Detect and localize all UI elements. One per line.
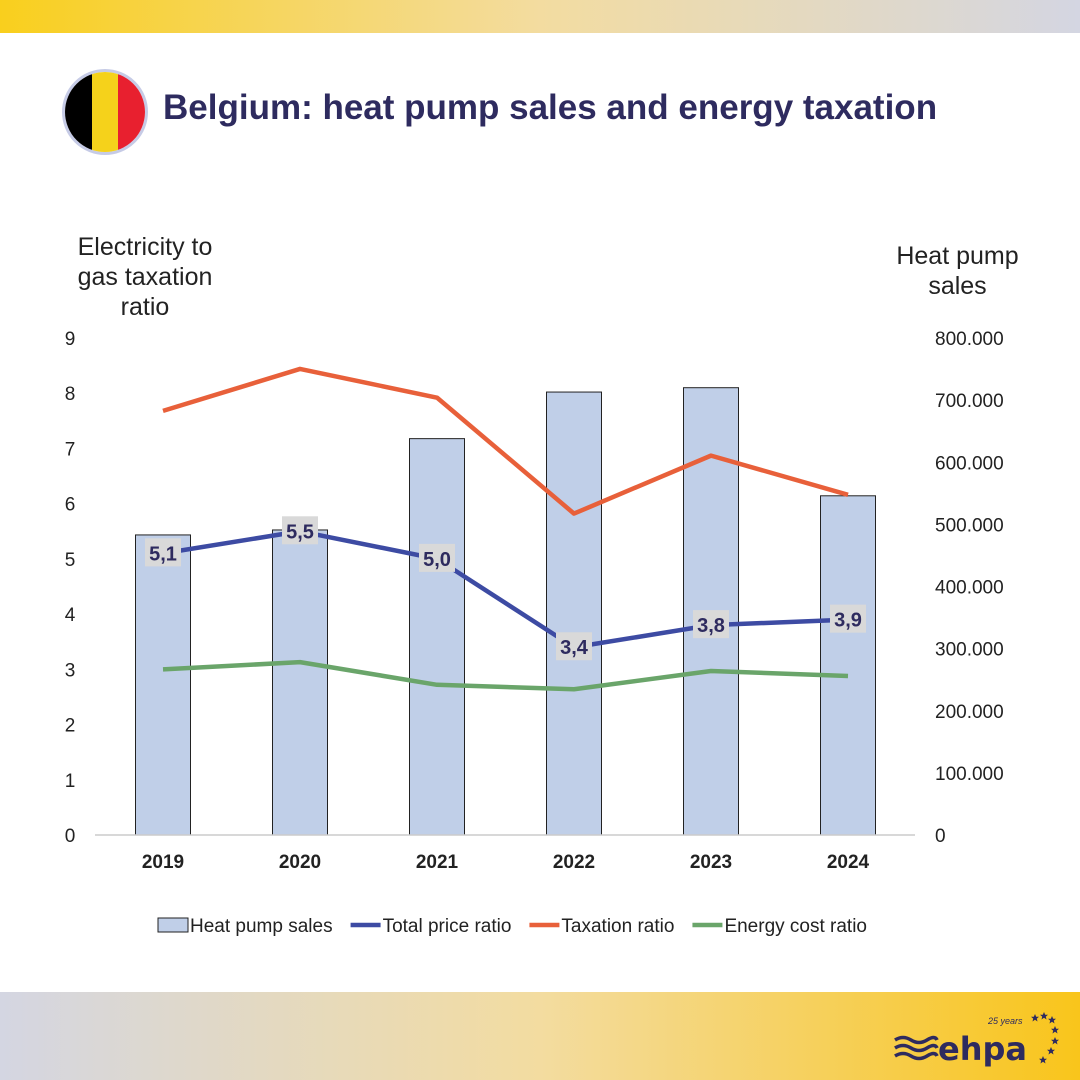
line-energy-cost-ratio xyxy=(162,659,849,692)
right-tick-label: 600.000 xyxy=(935,453,1004,474)
left-axis-title: Electricity to gas taxation ratio xyxy=(77,233,213,321)
left-tick-label: 7 xyxy=(65,439,76,460)
bar-heat-pump-sales xyxy=(820,495,876,836)
x-tick-label: 2022 xyxy=(553,852,595,873)
data-label-total-price-ratio: 5,0 xyxy=(423,549,451,571)
data-label-total-price-ratio: 3,4 xyxy=(560,637,589,659)
x-tick-label: 2024 xyxy=(827,852,870,873)
right-tick-label: 300.000 xyxy=(935,640,1004,661)
right-tick-label: 700.000 xyxy=(935,391,1004,412)
x-tick-label: 2020 xyxy=(279,852,321,873)
left-tick-label: 4 xyxy=(65,605,76,626)
legend-item: Energy cost ratio xyxy=(724,916,867,937)
legend-item: Total price ratio xyxy=(383,916,512,937)
left-tick-label: 3 xyxy=(65,660,76,681)
top-gradient-bar xyxy=(0,0,1080,33)
ehpa-logo: ehpa 25 years xyxy=(894,1012,1059,1068)
data-label-box xyxy=(145,538,181,567)
data-label-box xyxy=(830,604,866,633)
waves-icon xyxy=(894,1035,939,1061)
page-title: Belgium: heat pump sales and energy taxa… xyxy=(163,88,938,127)
data-label-total-price-ratio: 3,9 xyxy=(834,610,862,632)
right-tick-label: 400.000 xyxy=(935,578,1004,599)
data-label-box xyxy=(419,543,455,572)
x-tick-label: 2023 xyxy=(690,852,732,873)
legend-swatch xyxy=(157,917,189,933)
logo-tagline: 25 years xyxy=(987,1016,1023,1026)
data-label-box xyxy=(282,516,318,545)
x-tick-label: 2021 xyxy=(416,852,459,873)
right-tick-label: 0 xyxy=(935,826,946,847)
data-label-box xyxy=(556,632,592,661)
left-tick-label: 5 xyxy=(65,550,76,571)
right-tick-label: 800.000 xyxy=(935,329,1004,350)
bar-heat-pump-sales xyxy=(135,534,191,836)
data-label-total-price-ratio: 3,8 xyxy=(697,615,725,637)
right-tick-label: 500.000 xyxy=(935,515,1004,536)
data-label-total-price-ratio: 5,5 xyxy=(286,521,314,543)
bottom-gradient-bar xyxy=(0,992,1080,1080)
bar-heat-pump-sales xyxy=(546,391,602,836)
logo-text: ehpa xyxy=(938,1030,1027,1068)
data-label-box xyxy=(693,610,729,639)
left-tick-label: 8 xyxy=(65,384,76,405)
left-tick-label: 9 xyxy=(65,329,76,350)
left-tick-label: 0 xyxy=(65,826,76,847)
right-tick-label: 200.000 xyxy=(935,702,1004,723)
flag-stripe-yellow xyxy=(91,72,119,152)
stars-icon xyxy=(1031,1012,1059,1064)
x-tick-label: 2019 xyxy=(142,852,184,873)
right-tick-label: 100.000 xyxy=(935,764,1004,785)
left-tick-label: 2 xyxy=(65,716,76,737)
bar-heat-pump-sales xyxy=(409,438,465,836)
legend-item: Heat pump sales xyxy=(190,916,333,937)
left-tick-label: 1 xyxy=(65,771,76,792)
data-label-total-price-ratio: 5,1 xyxy=(149,543,177,565)
legend-item: Taxation ratio xyxy=(561,916,674,937)
bar-heat-pump-sales xyxy=(272,529,328,836)
line-taxation-ratio xyxy=(162,366,849,516)
right-axis-title: Heat pump sales xyxy=(896,242,1019,300)
line-total-price-ratio xyxy=(162,529,849,650)
left-tick-label: 6 xyxy=(65,495,76,516)
